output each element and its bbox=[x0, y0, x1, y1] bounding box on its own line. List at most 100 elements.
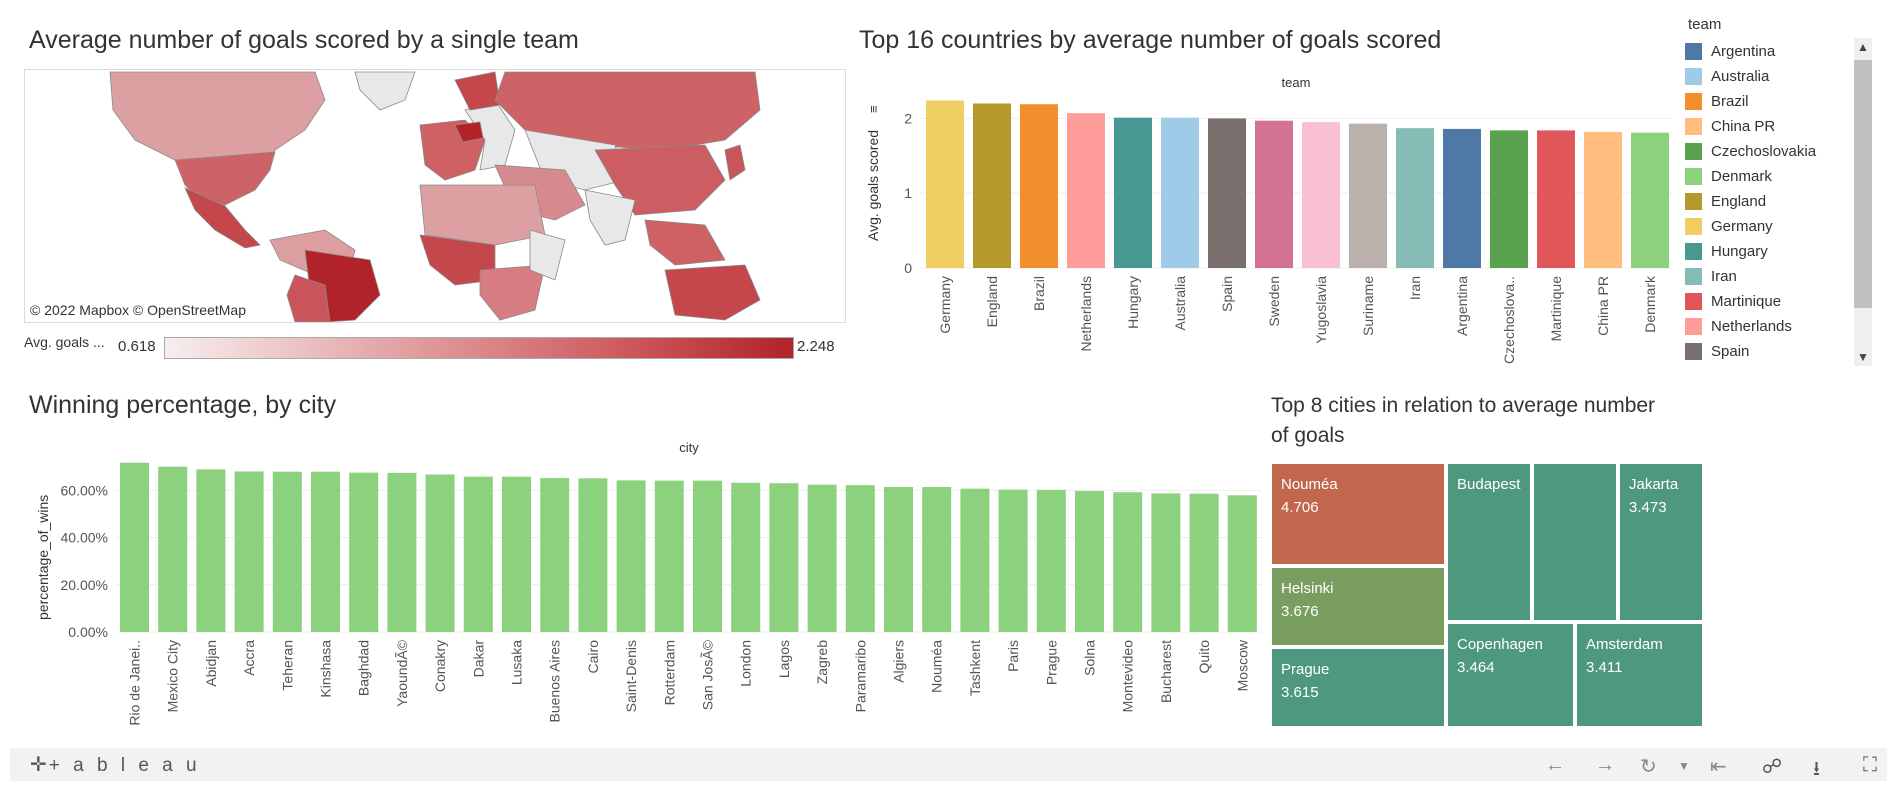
map-region-west-africa bbox=[419, 234, 496, 286]
chart2-bar bbox=[693, 480, 722, 632]
revert-icon[interactable]: ↻ bbox=[1640, 756, 1657, 778]
chart2-bar bbox=[731, 482, 761, 632]
chart1-bar bbox=[1208, 118, 1246, 268]
treemap-cell-value: 3.464 bbox=[1457, 659, 1495, 676]
legend-swatch bbox=[1685, 218, 1702, 235]
chart2-bar bbox=[311, 471, 340, 632]
treemap-cell-city: Jakarta bbox=[1629, 476, 1679, 493]
chart2-ytick-label: 0.00% bbox=[68, 624, 108, 640]
treemap-cell[interactable] bbox=[1533, 463, 1617, 621]
legend-item[interactable]: England bbox=[1685, 189, 1855, 214]
tableau-logo-text: + a b l e a u bbox=[48, 755, 201, 776]
chart1-xtick-label: Australia bbox=[1172, 276, 1188, 331]
legend-item[interactable]: Netherlands bbox=[1685, 314, 1855, 339]
sort-icon: ≡ bbox=[866, 105, 881, 113]
world-map[interactable]: © 2022 Mapbox © OpenStreetMap bbox=[24, 69, 846, 323]
chart1-bar bbox=[1302, 122, 1340, 268]
redo-icon[interactable]: → bbox=[1595, 754, 1615, 776]
download-icon[interactable]: ⭳ bbox=[1813, 758, 1820, 780]
chart2-bar bbox=[998, 489, 1028, 632]
revert-dropdown-icon[interactable]: ▼ bbox=[1678, 759, 1690, 773]
chart1-ytick-label: 1 bbox=[904, 185, 912, 201]
legend-item[interactable]: Brazil bbox=[1685, 89, 1855, 114]
treemap-cell[interactable]: Helsinki 3.676 bbox=[1271, 567, 1445, 646]
treemap-cell[interactable]: Nouméa 4.706 bbox=[1271, 463, 1445, 565]
legend-item[interactable]: Martinique bbox=[1685, 289, 1855, 314]
top-countries-title: Top 16 countries by average number of go… bbox=[859, 26, 1442, 54]
map-region-china bbox=[594, 144, 726, 216]
map-legend-label: Avg. goals ... bbox=[24, 334, 105, 350]
legend-items: Argentina Australia Brazil China PR Czechosl… bbox=[1685, 39, 1855, 364]
map-region-usa bbox=[174, 151, 276, 206]
legend-item[interactable]: Australia bbox=[1685, 64, 1855, 89]
chart2-xtick-label: Quito bbox=[1196, 640, 1212, 674]
chart2-xtick-label: Paramaribo bbox=[852, 640, 868, 713]
legend-item-label: Australia bbox=[1711, 68, 1770, 85]
chart2-xtick-label: Solna bbox=[1082, 640, 1098, 676]
chart2-bar bbox=[1151, 493, 1181, 632]
legend-scrollbar[interactable]: ▲ ▼ bbox=[1854, 38, 1872, 366]
chart2-xtick-label: Mexico City bbox=[165, 640, 181, 712]
treemap-cell[interactable]: Copenhagen 3.464 bbox=[1447, 623, 1574, 727]
treemap-cell-city: Budapest bbox=[1457, 476, 1521, 493]
share-icon[interactable]: ☍ bbox=[1762, 756, 1783, 778]
legend-item[interactable]: Germany bbox=[1685, 214, 1855, 239]
reset-icon[interactable]: ⇤ bbox=[1710, 756, 1727, 778]
legend-item-label: Brazil bbox=[1711, 93, 1749, 110]
chart2-bar bbox=[1189, 493, 1219, 632]
chart2-bar bbox=[884, 487, 913, 632]
chart1-bar bbox=[1443, 128, 1481, 268]
legend-swatch bbox=[1685, 168, 1702, 185]
scroll-up-icon[interactable]: ▲ bbox=[1857, 40, 1869, 54]
legend-swatch bbox=[1685, 318, 1702, 335]
treemap-cell-city: Copenhagen bbox=[1457, 636, 1543, 653]
scroll-down-icon[interactable]: ▼ bbox=[1857, 350, 1869, 364]
treemap-cell[interactable]: Jakarta 3.473 bbox=[1619, 463, 1703, 621]
legend-swatch bbox=[1685, 268, 1702, 285]
chart2-xtick-label: Montevideo bbox=[1120, 640, 1136, 713]
win-pct-title: Winning percentage, by city bbox=[29, 391, 337, 419]
legend-title: team bbox=[1688, 16, 1722, 33]
treemap-cell-city: Helsinki bbox=[1281, 580, 1334, 597]
legend-item[interactable]: Argentina bbox=[1685, 39, 1855, 64]
legend-item[interactable]: Hungary bbox=[1685, 239, 1855, 264]
treemap-cell-city: Nouméa bbox=[1281, 476, 1338, 493]
team-legend: team Argentina Australia Brazil China PR Cze… bbox=[1685, 14, 1855, 367]
legend-item[interactable]: China PR bbox=[1685, 114, 1855, 139]
legend-swatch bbox=[1685, 343, 1702, 360]
chart1-xtick-label: Yugoslavia bbox=[1313, 276, 1329, 344]
map-credit: © 2022 Mapbox © OpenStreetMap bbox=[30, 302, 246, 318]
chart2-bar bbox=[463, 476, 493, 632]
undo-icon[interactable]: ← bbox=[1545, 754, 1565, 776]
map-legend-max: 2.248 bbox=[797, 338, 835, 355]
map-region-mexico bbox=[184, 187, 261, 249]
chart2-xtick-label: Bucharest bbox=[1158, 640, 1174, 703]
chart1-xtick-label: Suriname bbox=[1360, 276, 1376, 336]
legend-item[interactable]: Iran bbox=[1685, 264, 1855, 289]
chart1-bar bbox=[1255, 120, 1293, 269]
chart1-ytick-label: 2 bbox=[904, 110, 912, 126]
legend-item[interactable]: Czechoslovakia bbox=[1685, 139, 1855, 164]
chart1-bar bbox=[1161, 117, 1199, 269]
chart2-bar bbox=[540, 478, 570, 632]
chart2-xtick-label: Saint-Denis bbox=[623, 640, 639, 712]
chart1-xtick-label: Iran bbox=[1407, 276, 1423, 300]
legend-item[interactable]: Spain bbox=[1685, 339, 1855, 364]
treemap-cell[interactable]: Budapest bbox=[1447, 463, 1531, 621]
treemap-cell[interactable]: Prague 3.615 bbox=[1271, 648, 1445, 727]
legend-swatch bbox=[1685, 143, 1702, 160]
chart2-xtick-label: Cairo bbox=[585, 640, 601, 674]
tableau-logo[interactable]: ✛ + a b l e a u bbox=[30, 752, 201, 777]
chart2-xtick-label: Accra bbox=[241, 640, 257, 676]
chart2-bar bbox=[272, 471, 302, 632]
win-pct-chart: city 0.00% 20.00% 40.00% 60.00% percentage_of… bbox=[35, 440, 1262, 726]
legend-scroll-thumb[interactable] bbox=[1854, 60, 1872, 308]
legend-item[interactable]: Denmark bbox=[1685, 164, 1855, 189]
treemap-cell[interactable]: Amsterdam 3.411 bbox=[1576, 623, 1703, 727]
map-region-germany bbox=[454, 121, 484, 143]
chart2-xtick-label: Dakar bbox=[470, 640, 486, 678]
fullscreen-icon[interactable]: ⛶ bbox=[1863, 754, 1877, 776]
legend-item-label: Czechoslovakia bbox=[1711, 143, 1817, 160]
treemap-cell-city: Prague bbox=[1281, 661, 1330, 678]
chart2-xtick-label: YaoundÃ© bbox=[394, 639, 410, 707]
